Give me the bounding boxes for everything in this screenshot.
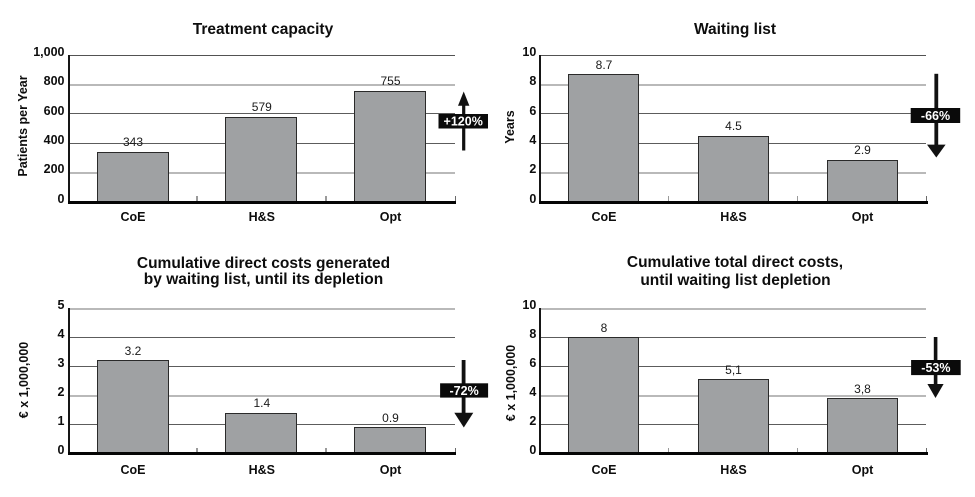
svg-text:-53%: -53% [921, 361, 950, 375]
svg-text:-72%: -72% [450, 384, 479, 398]
svg-text:+120%: +120% [444, 115, 483, 129]
svg-text:-66%: -66% [921, 109, 950, 123]
